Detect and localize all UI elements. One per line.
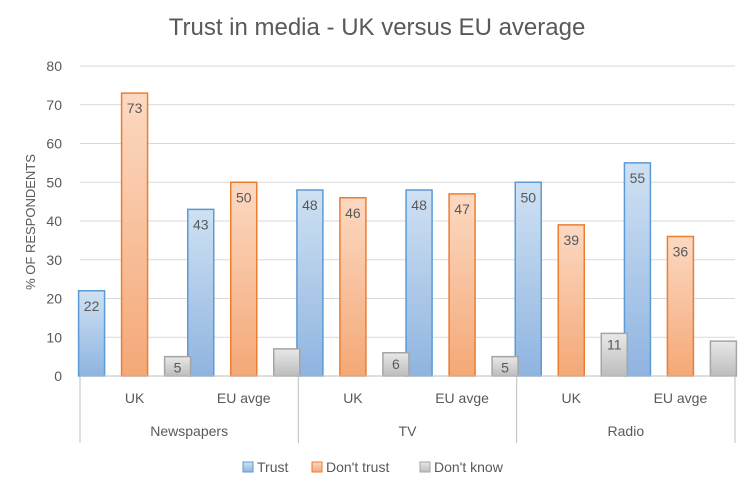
y-tick-label: 50 [46,174,62,190]
bars [77,92,738,377]
data-label: 39 [563,232,579,248]
x-category-label: UK [562,390,582,406]
bar-don-t-know-5 [709,340,738,377]
data-label: 5 [174,360,182,376]
x-group-label: Newspapers [150,423,228,439]
x-axis: UK EU avge UK EU avge UK EU avge Newspapers TV R… [79,375,736,443]
x-category-label: EU avge [654,390,708,406]
bar-don-t-trust-0 [120,92,149,377]
legend-swatch [419,461,431,473]
x-group-label: Radio [608,423,645,439]
y-tick-label: 80 [46,58,62,74]
data-label: 73 [127,100,143,116]
legend-label: Don't know [434,459,504,475]
bar-trust-2 [296,189,324,377]
data-label: 43 [193,216,209,232]
data-label: 48 [411,197,427,213]
data-label: 46 [345,205,361,221]
bar-don-t-know-1 [273,348,301,377]
data-label: 6 [392,356,400,372]
bar-trust-4 [514,181,542,377]
data-label: 50 [236,189,252,205]
bar-don-t-trust-3 [448,193,476,377]
x-category-label: UK [343,390,363,406]
y-tick-label: 70 [46,97,62,113]
legend: Trust Don't trust Don't know [242,459,504,475]
data-label: 22 [84,298,100,314]
bar-don-t-know-4 [600,332,628,377]
bar-trust-1 [187,208,215,377]
data-label: 11 [607,336,622,352]
legend-label: Don't trust [326,459,389,475]
data-label: 5 [501,360,509,376]
bar-trust-3 [405,189,433,377]
legend-swatch [311,461,323,473]
legend-label: Trust [257,459,288,475]
y-tick-label: 0 [54,368,62,384]
y-tick-label: 60 [46,136,62,152]
data-label: 48 [302,197,318,213]
x-category-label: EU avge [217,390,271,406]
data-label: 55 [630,170,646,186]
bar-trust-0 [77,290,106,377]
y-tick-label: 40 [46,213,62,229]
bar-don-t-trust-1 [230,181,258,377]
chart-title: Trust in media - UK versus EU average [169,14,586,41]
data-labels: 22 43 48 48 50 55 73 50 46 47 39 36 5 6 5 11 [84,100,689,376]
legend-swatch [242,461,254,473]
y-tick-label: 30 [46,252,62,268]
data-label: 50 [520,189,536,205]
data-label: 36 [673,244,689,260]
y-tick-label: 20 [46,291,62,307]
bar-trust-5 [623,162,652,377]
x-category-label: EU avge [435,390,489,406]
x-category-label: UK [125,390,145,406]
x-group-label: TV [399,423,418,439]
bar-don-t-trust-2 [339,197,367,377]
data-label: 47 [454,201,470,217]
y-axis-label: % OF RESPONDENTS [23,154,38,290]
y-axis-ticks: 0 10 20 30 40 50 60 70 80 [46,58,62,384]
y-tick-label: 10 [46,329,62,345]
